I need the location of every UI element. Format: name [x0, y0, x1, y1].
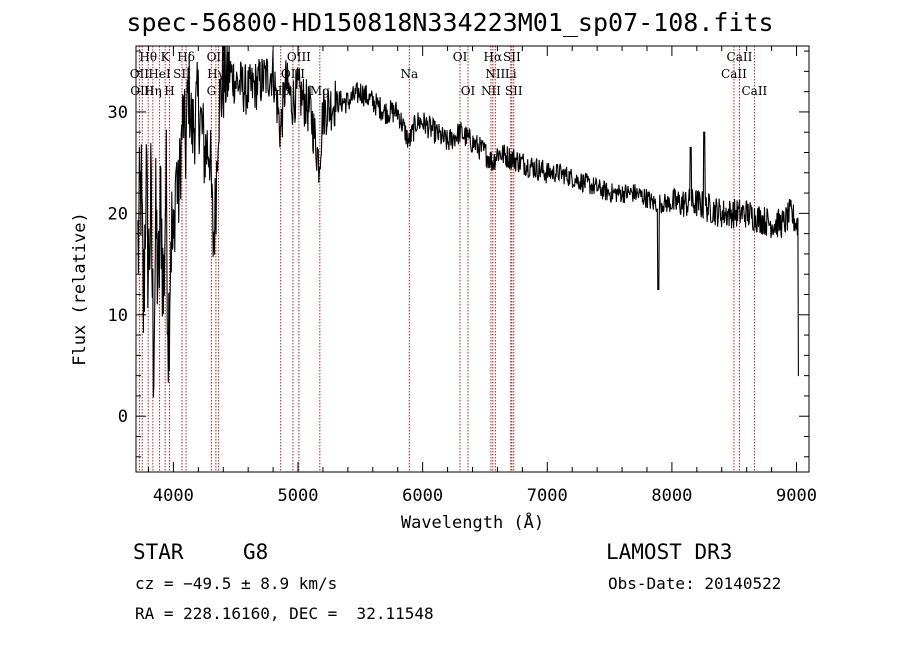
emission-line-markers	[138, 46, 755, 472]
line-label-20: NII	[485, 67, 505, 81]
spectrum-series	[137, 45, 799, 398]
line-label-1: OII	[130, 67, 150, 81]
y-axis-label: Flux (relative)	[70, 212, 90, 366]
x-tick-label-5: 9000	[776, 486, 817, 506]
line-label-7: H	[164, 84, 174, 98]
y-tick-label-2: 20	[108, 204, 128, 224]
y-tick-label-3: 30	[108, 103, 128, 123]
obs-date-text: Obs-Date: 20140522	[608, 574, 782, 593]
line-label-19: Hα	[484, 50, 503, 64]
line-label-25: CaII	[727, 50, 753, 64]
x-tick-label-1: 5000	[278, 486, 319, 506]
line-label-2: OIII	[130, 84, 154, 98]
line-label-18: OI	[461, 84, 476, 98]
line-label-23: SII	[505, 84, 523, 98]
plot-frame	[135, 45, 810, 473]
line-label-14: Hβ	[272, 84, 289, 98]
line-label-12: OIII	[287, 50, 311, 64]
line-label-24: Li	[505, 67, 517, 81]
plot-axes: 4000 5000 6000 7000 8000 9000 0 10 20 30 Wavelengt…	[70, 45, 817, 533]
line-label-0: Hθ	[139, 50, 157, 64]
coordinates-text: RA = 228.16160, DEC = 32.11548	[135, 604, 434, 623]
spectrum-line	[137, 45, 799, 398]
y-tick-label-1: 10	[108, 306, 128, 326]
y-tick-label-0: 0	[118, 407, 128, 427]
line-label-10: Hγ	[207, 67, 225, 81]
object-subclass: G8	[243, 540, 269, 564]
survey-name: LAMOST DR3	[606, 540, 733, 564]
line-label-17: OI	[453, 50, 468, 64]
redshift-text: cz = −49.5 ± 8.9 km/s	[135, 574, 338, 593]
line-label-22: SII	[503, 50, 521, 64]
line-label-11: G	[207, 84, 217, 98]
x-tick-label-2: 6000	[402, 486, 443, 506]
line-label-3: Hη	[144, 84, 162, 98]
line-label-9: OIII	[207, 50, 231, 64]
line-label-6: SII	[173, 67, 191, 81]
object-class: STAR	[133, 540, 184, 564]
x-axis-label: Wavelength (Å)	[401, 511, 544, 533]
line-label-4: HeI	[148, 67, 171, 81]
line-label-16: Na	[400, 67, 418, 81]
line-label-8: Hδ	[177, 50, 195, 64]
line-label-21: NII	[481, 84, 501, 98]
line-label-26: CaII	[721, 67, 747, 81]
line-label-5: K	[161, 50, 171, 64]
line-label-27: CaII	[741, 84, 767, 98]
line-label-15: Mg	[310, 84, 330, 98]
chart-title: spec-56800-HD150818N334223M01_sp07-108.f…	[126, 8, 774, 37]
x-tick-label-4: 8000	[651, 486, 692, 506]
line-label-13: OIII	[281, 67, 305, 81]
x-tick-label-0: 4000	[153, 486, 194, 506]
x-tick-label-3: 7000	[527, 486, 568, 506]
